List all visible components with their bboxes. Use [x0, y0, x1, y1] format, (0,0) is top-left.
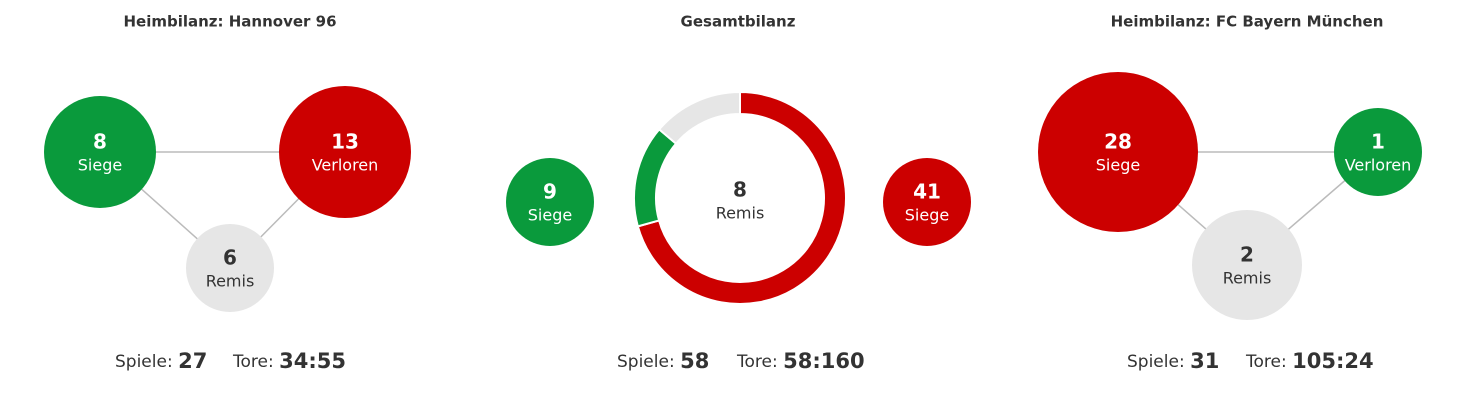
node-value: 28 — [1104, 130, 1132, 154]
node-value: 9 — [543, 180, 557, 204]
node-circle — [44, 96, 156, 208]
node-value: 8 — [93, 130, 107, 154]
node-label: Remis — [1223, 269, 1272, 288]
stat: Spiele: 27 — [115, 349, 207, 373]
node-circle — [1038, 72, 1198, 232]
stat-label: Tore: — [232, 352, 274, 372]
node-label: Siege — [1096, 156, 1140, 175]
stat-value: 31 — [1190, 349, 1219, 373]
stat: Tore: 34:55 — [232, 349, 346, 373]
stat-value: 34:55 — [279, 349, 346, 373]
node-label: Verloren — [312, 156, 379, 175]
stat: Spiele: 58 — [617, 349, 709, 373]
node-circle — [506, 158, 594, 246]
node-value: 13 — [331, 130, 359, 154]
donut-segment — [636, 90, 847, 305]
node-circle — [279, 86, 411, 218]
node-label: Verloren — [1345, 156, 1412, 175]
stat-label: Spiele: — [617, 352, 675, 372]
node-value: 41 — [913, 180, 941, 204]
stat: Tore: 105:24 — [1245, 349, 1374, 373]
node-label: Remis — [206, 272, 255, 291]
node-circle — [186, 224, 274, 312]
panel-title: Gesamtbilanz — [681, 13, 796, 31]
stat: Spiele: 31 — [1127, 349, 1219, 373]
donut-segment — [633, 127, 678, 228]
node-circle — [883, 158, 971, 246]
stat-value: 58:160 — [783, 349, 864, 373]
node-circle — [1334, 108, 1422, 196]
node-label: Siege — [905, 206, 949, 225]
panel-title: Heimbilanz: Hannover 96 — [123, 13, 336, 31]
node-circle — [1192, 210, 1302, 320]
node-label: Remis — [716, 204, 765, 223]
donut-segment — [657, 90, 741, 146]
node-value: 6 — [223, 246, 237, 270]
stat-value: 27 — [178, 349, 207, 373]
stat: Tore: 58:160 — [736, 349, 865, 373]
node-value: 2 — [1240, 243, 1254, 267]
node-value: 8 — [733, 178, 747, 202]
stat-label: Tore: — [736, 352, 778, 372]
panel-title: Heimbilanz: FC Bayern München — [1111, 13, 1384, 31]
stat-value: 58 — [680, 349, 709, 373]
node-value: 1 — [1371, 130, 1385, 154]
node-label: Siege — [78, 156, 122, 175]
stat-label: Tore: — [1245, 352, 1287, 372]
stat-value: 105:24 — [1292, 349, 1373, 373]
stat-label: Spiele: — [1127, 352, 1185, 372]
node-label: Siege — [528, 206, 572, 225]
stat-label: Spiele: — [115, 352, 173, 372]
